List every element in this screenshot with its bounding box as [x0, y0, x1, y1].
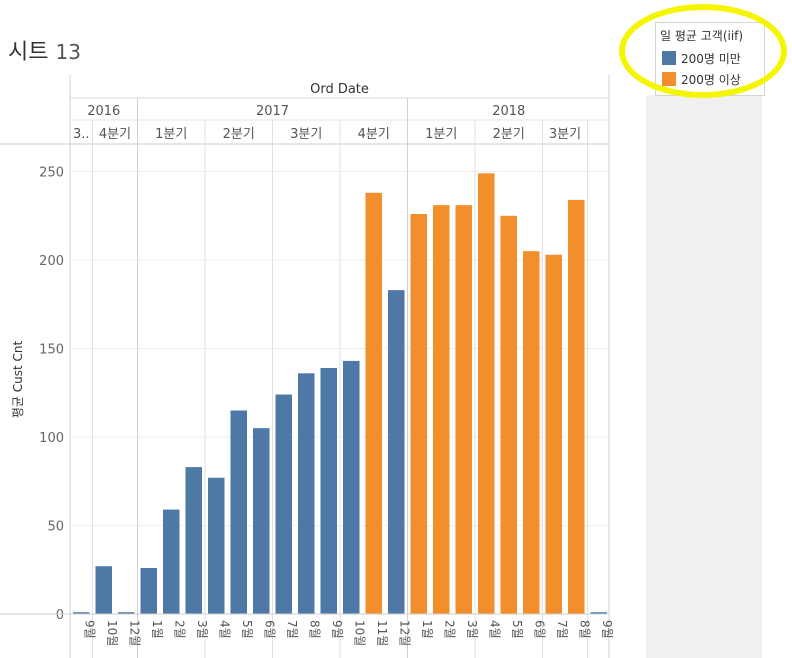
- bar: [320, 367, 337, 614]
- month-tick-label: 8월: [307, 620, 321, 639]
- bar: [140, 567, 157, 614]
- bar: [433, 205, 450, 614]
- bar: [365, 192, 382, 614]
- quarter-label: 4분기: [99, 127, 131, 142]
- y-tick-label: 250: [39, 166, 64, 181]
- year-label: 2017: [256, 104, 289, 119]
- side-panel: [646, 95, 762, 658]
- bar: [163, 509, 180, 614]
- bar: [298, 373, 315, 614]
- bar: [455, 205, 472, 614]
- quarter-label: 3..: [73, 127, 90, 142]
- month-tick-label: 10월: [352, 620, 366, 646]
- month-tick-label: 5월: [240, 620, 254, 639]
- sheet-title: 시트 13: [8, 34, 81, 66]
- quarter-label: 1분기: [425, 127, 457, 142]
- month-tick-label: 2월: [442, 620, 456, 639]
- month-tick-label: 9월: [82, 620, 96, 639]
- sheet-title-text: 시트: [8, 40, 49, 65]
- month-tick-label: 3월: [195, 620, 209, 639]
- quarter-label: 2분기: [223, 127, 255, 142]
- y-tick-label: 200: [39, 254, 64, 269]
- month-tick-label: 5월: [510, 620, 524, 639]
- quarter-label: 3분기: [549, 127, 581, 142]
- y-tick-label: 100: [39, 431, 64, 446]
- quarter-label: 2분기: [493, 127, 525, 142]
- bar: [253, 428, 270, 614]
- month-tick-label: 6월: [262, 620, 276, 639]
- month-tick-label: 8월: [577, 620, 591, 639]
- bar: [388, 290, 405, 614]
- month-tick-label: 4월: [217, 620, 231, 639]
- quarter-label: 3분기: [290, 127, 322, 142]
- bar: [208, 477, 225, 614]
- bar: [275, 394, 292, 614]
- month-tick-label: 3월: [465, 620, 479, 639]
- quarter-label: 4분기: [358, 127, 390, 142]
- month-tick-label: 2월: [172, 620, 186, 639]
- top-axis-title: Ord Date: [310, 82, 369, 97]
- y-tick-label: 150: [39, 343, 64, 358]
- month-tick-label: 1월: [420, 620, 434, 639]
- month-tick-label: 12월: [397, 620, 411, 646]
- bar: [118, 612, 135, 614]
- quarter-label: 1분기: [155, 127, 187, 142]
- bar: [590, 612, 607, 614]
- y-tick-label: 50: [47, 520, 64, 535]
- bar: [410, 214, 427, 614]
- month-tick-label: 4월: [487, 620, 501, 639]
- bar: [73, 612, 90, 614]
- y-tick-label: 0: [56, 608, 64, 623]
- bar: [523, 251, 540, 615]
- bar: [230, 410, 247, 614]
- month-tick-label: 11월: [375, 620, 389, 646]
- year-label: 2018: [492, 104, 525, 119]
- bar: [343, 360, 360, 614]
- month-tick-label: 7월: [555, 620, 569, 639]
- month-tick-label: 10월: [105, 620, 119, 646]
- sheet-title-number: 13: [55, 40, 81, 64]
- month-tick-label: 6월: [532, 620, 546, 639]
- y-axis-label: 평균 Cust Cnt: [11, 341, 25, 419]
- month-tick-label: 7월: [285, 620, 299, 639]
- bar: [545, 254, 562, 614]
- month-tick-label: 9월: [600, 620, 614, 639]
- month-tick-label: 12월: [127, 620, 141, 646]
- highlight-circle: [619, 4, 787, 98]
- bar: [185, 467, 202, 614]
- month-tick-label: 1월: [150, 620, 164, 639]
- bar: [478, 173, 495, 614]
- bar: [568, 199, 585, 615]
- year-label: 2016: [87, 104, 120, 119]
- bar: [95, 566, 112, 614]
- bar: [500, 215, 517, 614]
- month-tick-label: 9월: [330, 620, 344, 639]
